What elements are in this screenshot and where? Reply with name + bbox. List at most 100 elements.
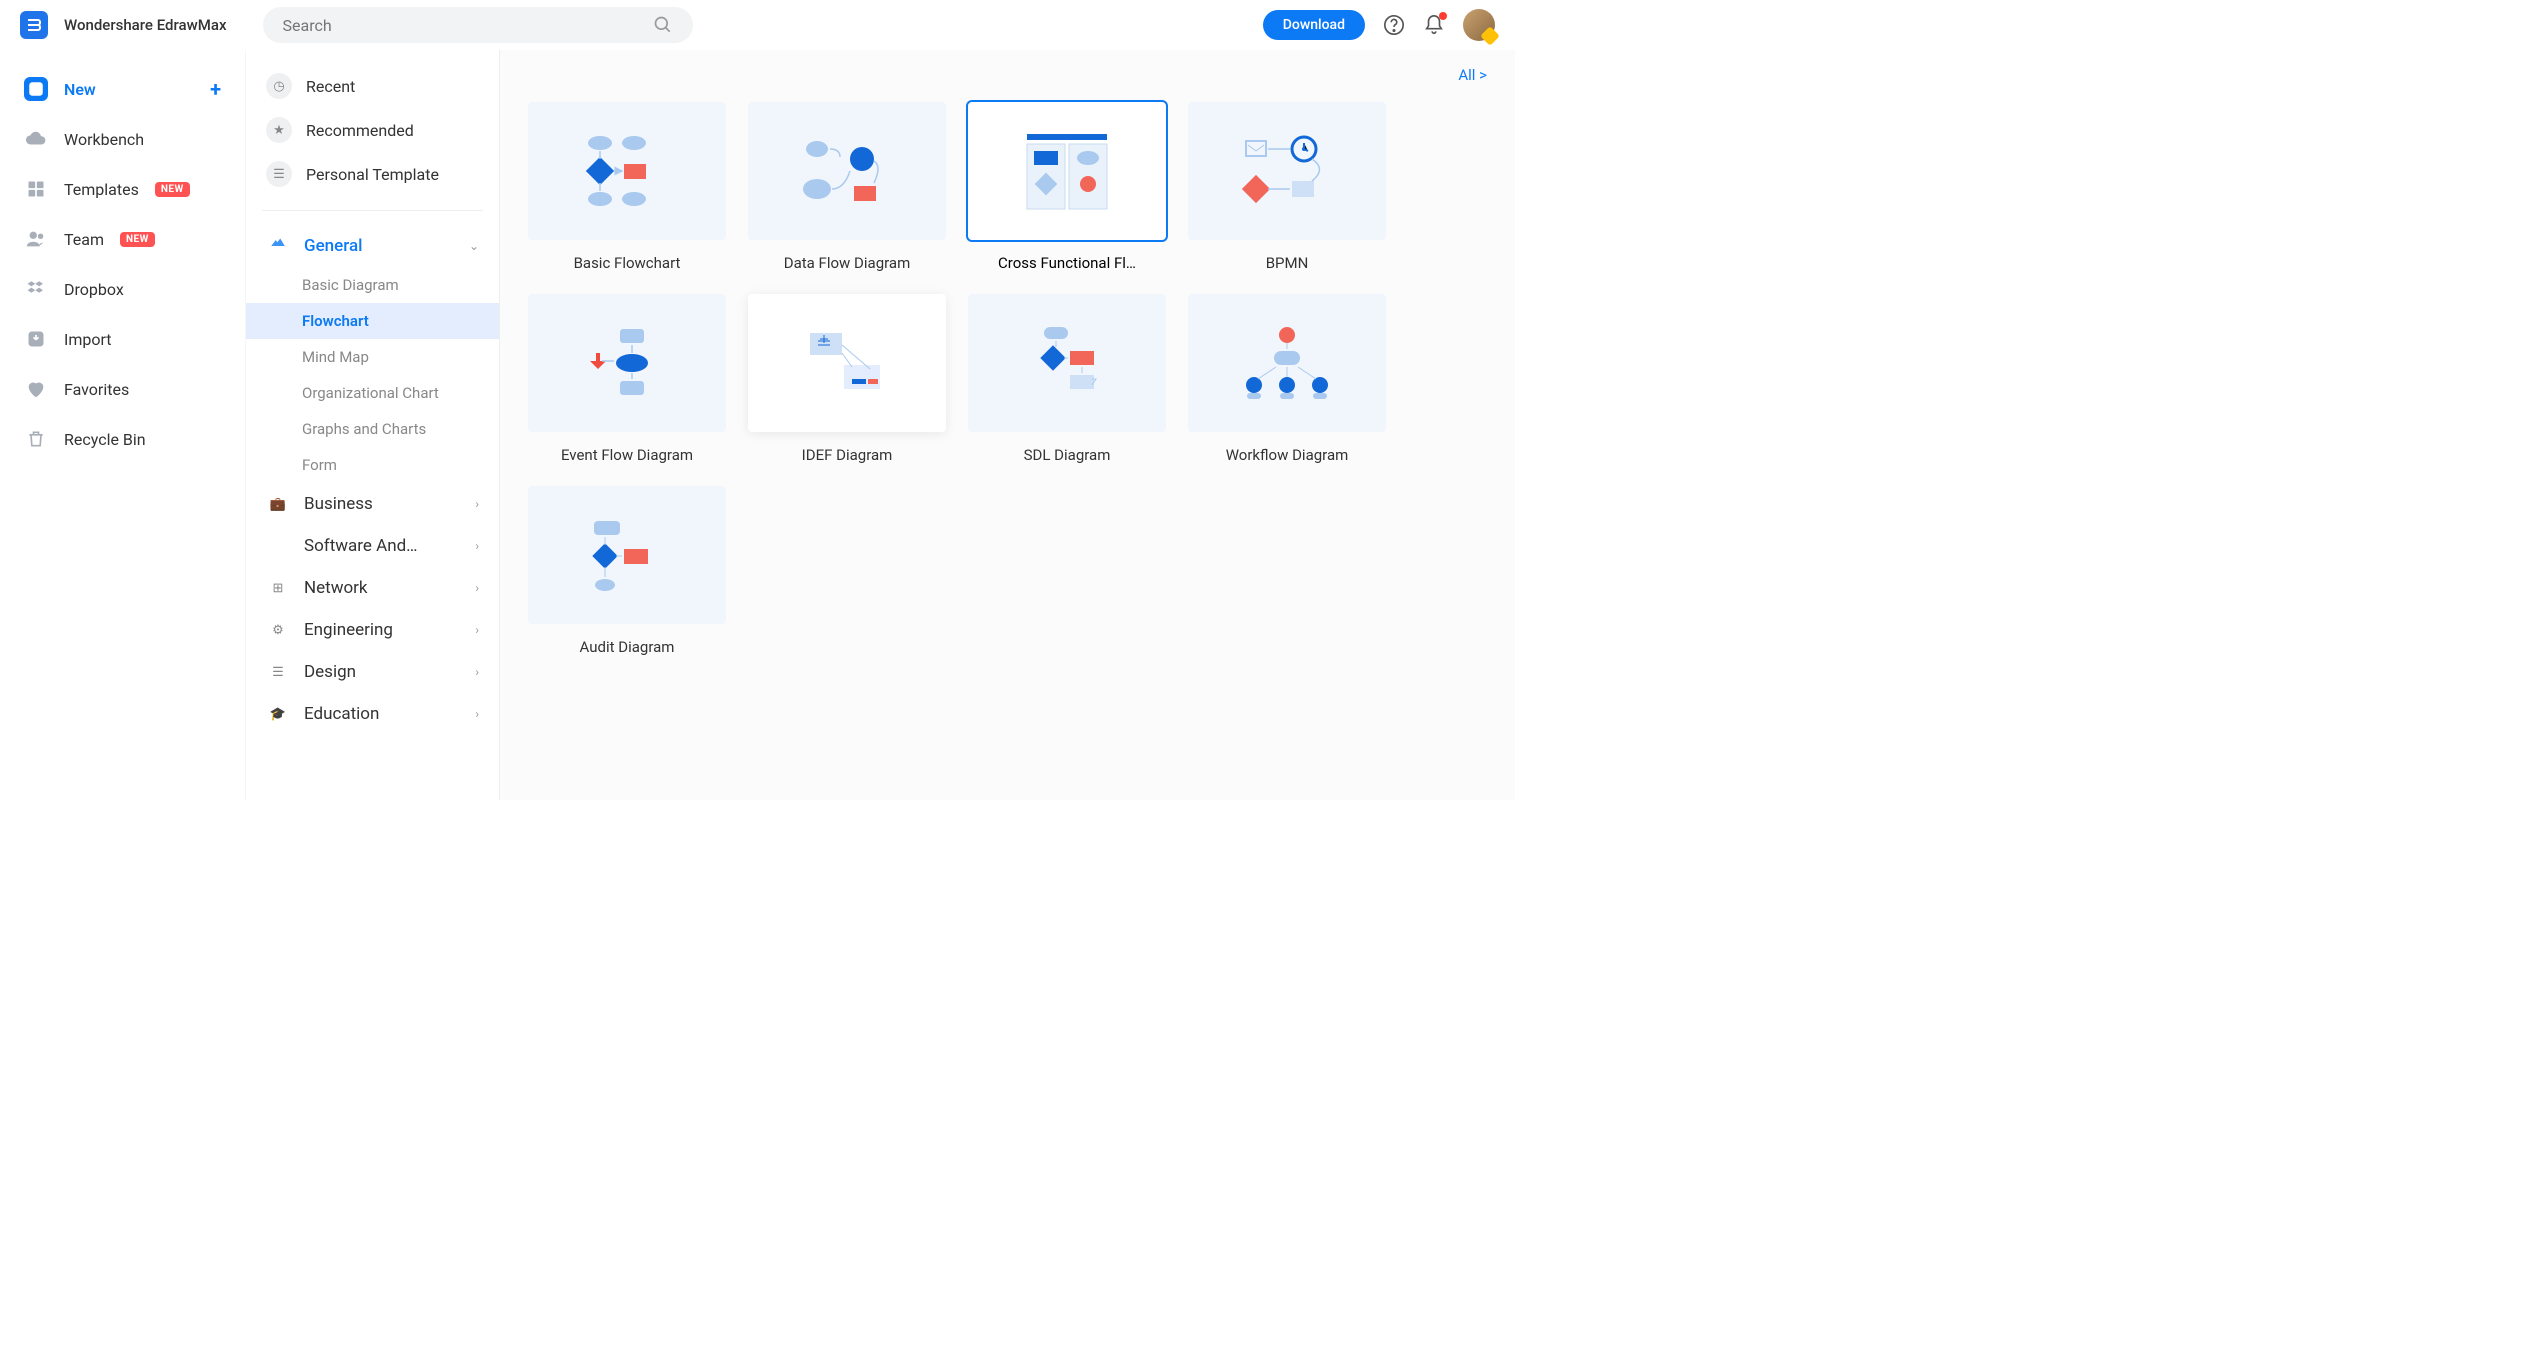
nav-item-dropbox[interactable]: Dropbox — [0, 264, 245, 314]
content-area: All > Basic Flowchart Data Flow Diagram … — [500, 50, 1515, 800]
template-preview — [748, 294, 946, 432]
category-panel: ◷Recent★Recommended ☰ Personal Template Ge… — [245, 50, 500, 800]
template-label: SDL Diagram — [968, 446, 1166, 464]
category-group-icon: 🎓 — [266, 702, 290, 726]
template-card-bpmn[interactable]: BPMN — [1188, 102, 1386, 272]
category-group-software-and-[interactable]: Software And… › — [246, 525, 499, 567]
template-card-basic[interactable]: Basic Flowchart — [528, 102, 726, 272]
category-sub-organizational-chart[interactable]: Organizational Chart — [246, 375, 499, 411]
chevron-right-icon: › — [475, 707, 479, 721]
category-label: Recent — [306, 77, 355, 96]
nav-item-new[interactable]: New + — [0, 64, 245, 114]
category-group-icon — [266, 534, 290, 558]
category-group-label: Design — [304, 662, 356, 682]
star-icon: ★ — [266, 117, 292, 143]
category-top-recent[interactable]: ◷Recent — [246, 64, 499, 108]
nav-item-templates[interactable]: Templates NEW — [0, 164, 245, 214]
category-group-label: Education — [304, 704, 379, 724]
user-avatar[interactable] — [1463, 9, 1495, 41]
help-icon[interactable] — [1383, 14, 1405, 36]
all-link[interactable]: All > — [1458, 66, 1487, 84]
nav-item-import[interactable]: Import — [0, 314, 245, 364]
category-divider — [262, 210, 483, 211]
search-icon — [653, 15, 673, 35]
search-wrapper — [263, 7, 693, 43]
template-label: Data Flow Diagram — [748, 254, 946, 272]
template-label: Cross Functional Fl… — [968, 254, 1166, 272]
chevron-right-icon: › — [475, 623, 479, 637]
category-top-personal-template[interactable]: ☰ Personal Template — [246, 152, 499, 196]
nav-item-label: Import — [64, 330, 112, 349]
chevron-down-icon: ⌄ — [469, 239, 479, 253]
template-label: Basic Flowchart — [528, 254, 726, 272]
heart-icon — [24, 377, 48, 401]
template-card-workflow[interactable]: Workflow Diagram — [1188, 294, 1386, 464]
category-group-label: General — [304, 236, 362, 256]
doc-icon: ☰ — [266, 161, 292, 187]
category-group-education[interactable]: 🎓 Education › — [246, 693, 499, 735]
template-label: BPMN — [1188, 254, 1386, 272]
category-sub-form[interactable]: Form — [246, 447, 499, 483]
nav-item-label: New — [64, 80, 96, 99]
chevron-right-icon: › — [475, 497, 479, 511]
template-preview — [528, 294, 726, 432]
plus-icon[interactable]: + — [210, 77, 221, 101]
chevron-right-icon: › — [475, 539, 479, 553]
template-preview — [1188, 294, 1386, 432]
category-sub-basic-diagram[interactable]: Basic Diagram — [246, 267, 499, 303]
nav-item-recycle-bin[interactable]: Recycle Bin — [0, 414, 245, 464]
template-label: IDEF Diagram — [748, 446, 946, 464]
search-box[interactable] — [263, 7, 693, 43]
template-preview — [968, 294, 1166, 432]
category-group-general[interactable]: General ⌄ — [246, 225, 499, 267]
nav-item-label: Favorites — [64, 380, 129, 399]
category-group-engineering[interactable]: ⚙ Engineering › — [246, 609, 499, 651]
category-group-label: Network — [304, 578, 368, 598]
template-preview — [748, 102, 946, 240]
trash-icon — [24, 427, 48, 451]
category-group-network[interactable]: ⊞ Network › — [246, 567, 499, 609]
sidebar-nav: New + Workbench Templates NEW Team NEW D… — [0, 50, 245, 800]
avatar-badge-icon — [1480, 26, 1500, 46]
main-area: New + Workbench Templates NEW Team NEW D… — [0, 50, 1515, 800]
category-sub-mind-map[interactable]: Mind Map — [246, 339, 499, 375]
chevron-right-icon: › — [475, 581, 479, 595]
template-label: Audit Diagram — [528, 638, 726, 656]
template-card-audit[interactable]: Audit Diagram — [528, 486, 726, 656]
new-badge: NEW — [155, 182, 190, 197]
template-card-crossfn[interactable]: Cross Functional Fl… — [968, 102, 1166, 272]
category-sub-graphs-and-charts[interactable]: Graphs and Charts — [246, 411, 499, 447]
template-card-event[interactable]: Event Flow Diagram — [528, 294, 726, 464]
nav-item-favorites[interactable]: Favorites — [0, 364, 245, 414]
template-preview — [528, 102, 726, 240]
dropbox-icon — [24, 277, 48, 301]
nav-item-workbench[interactable]: Workbench — [0, 114, 245, 164]
nav-item-team[interactable]: Team NEW — [0, 214, 245, 264]
category-group-icon: ⊞ — [266, 576, 290, 600]
people-icon — [24, 227, 48, 251]
search-input[interactable] — [283, 16, 653, 35]
category-group-icon: 💼 — [266, 492, 290, 516]
nav-item-label: Team — [64, 230, 104, 249]
import-icon — [24, 327, 48, 351]
category-group-icon: ☰ — [266, 660, 290, 684]
topbar-right: Download — [1263, 9, 1495, 41]
download-button[interactable]: Download — [1263, 10, 1365, 40]
category-label: Personal Template — [306, 165, 439, 184]
notification-icon[interactable] — [1423, 14, 1445, 36]
template-preview — [968, 102, 1166, 240]
template-card-idef[interactable]: IDEF Diagram — [748, 294, 946, 464]
category-group-icon — [266, 234, 290, 258]
app-logo-icon — [20, 11, 48, 39]
category-group-icon: ⚙ — [266, 618, 290, 642]
category-group-business[interactable]: 💼 Business › — [246, 483, 499, 525]
template-card-sdl[interactable]: SDL Diagram — [968, 294, 1166, 464]
template-card-dataflow[interactable]: Data Flow Diagram — [748, 102, 946, 272]
cloud-icon — [24, 127, 48, 151]
category-sub-flowchart[interactable]: Flowchart — [246, 303, 499, 339]
category-top-recommended[interactable]: ★Recommended — [246, 108, 499, 152]
new-badge: NEW — [120, 232, 155, 247]
template-grid: Basic Flowchart Data Flow Diagram Cross … — [528, 102, 1487, 656]
category-group-label: Software And… — [304, 536, 418, 556]
category-group-design[interactable]: ☰ Design › — [246, 651, 499, 693]
